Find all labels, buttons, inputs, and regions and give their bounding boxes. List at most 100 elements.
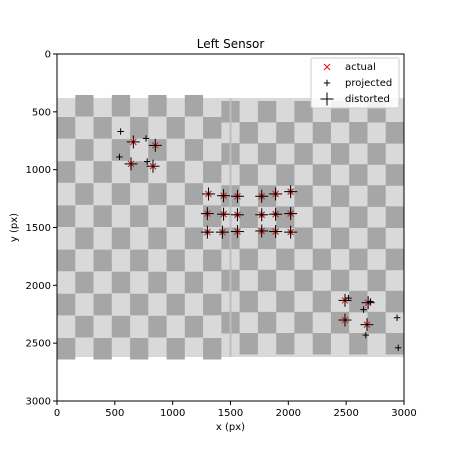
y-axis-ticks: 0 500 1000 1500 2000 2500 3000 [26,50,57,408]
checker-square [75,183,93,205]
x-tick-label: 2000 [276,408,301,419]
checker-square [240,164,258,186]
checker-square [57,205,75,227]
y-tick-label: 0 [45,50,51,61]
checker-square [331,143,349,165]
checker-square [112,95,130,117]
y-tick-label: 2000 [26,281,51,292]
checker-square [240,249,258,271]
checker-square [203,338,221,360]
checker-square [203,294,221,316]
x-tick-label: 1000 [160,408,185,419]
checker-square [148,95,166,117]
legend: actual projected distorted [311,58,399,108]
y-tick-label: 1500 [26,223,51,234]
checker-square [167,250,185,272]
checker-square [130,294,148,316]
y-tick-label: 1000 [26,165,51,176]
checker-square [148,183,166,205]
checker-square [313,206,331,228]
x-axis-ticks: 0 500 1000 1500 2000 2500 3000 [54,401,417,419]
checker-square [240,206,258,228]
checker-square [368,312,386,334]
x-tick-label: 1500 [218,408,243,419]
checker-square [148,316,166,338]
checker-square [185,272,203,294]
checker-square [386,291,404,313]
checker-square [130,338,148,360]
legend-label-distorted: distorted [345,94,390,105]
checkerboard-image [57,95,404,360]
checker-square [75,139,93,161]
checker-square [386,249,404,271]
checker-square [130,250,148,272]
checker-square [112,316,130,338]
checker-square [386,333,404,355]
checker-square [75,316,93,338]
checker-square [94,117,112,139]
checker-square [203,161,221,183]
y-tick-label: 3000 [26,397,51,408]
checker-square [313,122,331,144]
checker-square [294,228,312,250]
checker-square [167,205,185,227]
checker-square [94,250,112,272]
checker-square [368,228,386,250]
y-tick-label: 2500 [26,339,51,350]
checker-square [349,164,367,186]
checker-square [167,294,185,316]
y-axis-label: y (px) [9,213,20,242]
checker-square [276,206,294,228]
legend-label-projected: projected [345,78,392,89]
checker-square [57,338,75,360]
checker-square [57,161,75,183]
checker-square [386,122,404,144]
checker-square [75,272,93,294]
checker-square [57,294,75,316]
checker-square [276,122,294,144]
legend-label-actual: actual [345,62,376,73]
checker-square [331,228,349,250]
checker-square [185,228,203,250]
checker-square [313,249,331,271]
checker-square [94,338,112,360]
checker-square [258,270,276,292]
checker-square [94,205,112,227]
checker-square [258,312,276,334]
checker-square [148,272,166,294]
checker-square [203,250,221,272]
checker-square [167,161,185,183]
x-tick-label: 500 [105,408,124,419]
checker-square [258,101,276,123]
checker-square [167,117,185,139]
checker-square [240,122,258,144]
checker-square [276,249,294,271]
checker-square [240,333,258,355]
checker-square [240,291,258,313]
checker-square [368,143,386,165]
checker-square [75,228,93,250]
checker-square [294,101,312,123]
checker-square [313,333,331,355]
checker-square [294,270,312,292]
checker-square [276,164,294,186]
checker-square [75,95,93,117]
checker-square [349,122,367,144]
checker-square [112,228,130,250]
checker-square [294,312,312,334]
checker-square [130,205,148,227]
checker-square [185,95,203,117]
x-tick-label: 0 [54,408,60,419]
checker-square [331,185,349,207]
checker-square [258,143,276,165]
checker-square [185,183,203,205]
checker-square [57,117,75,139]
checker-square [276,291,294,313]
checker-square [294,143,312,165]
checker-square [57,250,75,272]
checker-square [349,333,367,355]
checker-square [313,291,331,313]
checker-square [112,272,130,294]
checker-square [313,164,331,186]
